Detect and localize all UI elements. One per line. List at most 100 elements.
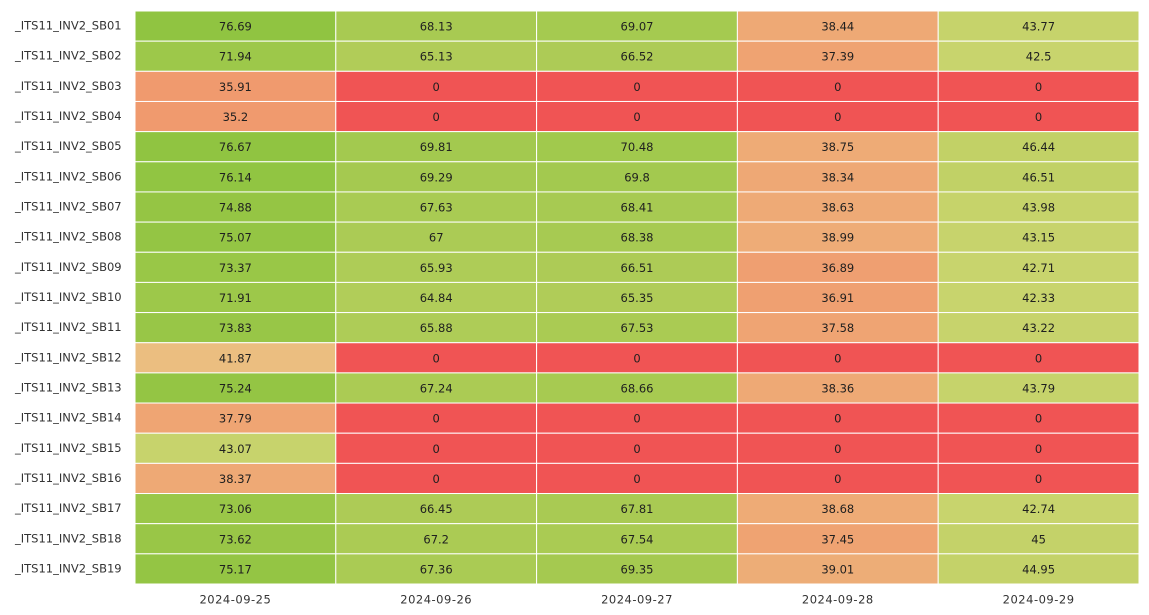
heatmap-cell[interactable] [335, 432, 538, 464]
heatmap-cell[interactable] [736, 100, 939, 133]
heatmap-cell[interactable] [335, 462, 538, 495]
heatmap-cell[interactable] [134, 221, 337, 253]
heatmap-cell[interactable] [134, 281, 337, 314]
heatmap-cell-label: 38.99 [821, 231, 854, 245]
heatmap-cell[interactable] [536, 432, 738, 464]
heatmap-cell-label: 75.24 [219, 381, 252, 395]
heatmap-cell[interactable] [937, 553, 1140, 585]
heatmap-cell[interactable] [536, 131, 738, 163]
heatmap-cell[interactable] [134, 372, 337, 404]
heatmap-cell[interactable] [335, 131, 538, 163]
heatmap-cell-label: 67.63 [420, 201, 453, 215]
x-tick-label-2024-09-27: 2024-09-27 [601, 593, 673, 607]
heatmap-cell[interactable] [736, 70, 939, 102]
heatmap-cell[interactable] [937, 402, 1140, 434]
heatmap-cell[interactable] [536, 523, 738, 555]
heatmap-cell[interactable] [736, 221, 939, 253]
heatmap-cell[interactable] [335, 553, 538, 585]
heatmap-cell[interactable] [536, 40, 738, 72]
heatmap-cell[interactable] [335, 221, 538, 253]
heatmap-cell[interactable] [536, 10, 738, 42]
heatmap-cell[interactable] [736, 553, 939, 585]
heatmap-cell[interactable] [335, 161, 538, 193]
heatmap-cell[interactable] [335, 70, 538, 102]
heatmap-cell[interactable] [937, 372, 1140, 404]
heatmap-cell[interactable] [134, 462, 337, 495]
heatmap-cell[interactable] [536, 462, 738, 495]
heatmap-cell-label: 43.15 [1022, 231, 1055, 245]
row-label-its11-inv2-sb03: _ITS11_INV2_SB03 [14, 79, 122, 93]
heatmap-cell[interactable] [937, 493, 1140, 525]
heatmap-cell[interactable] [134, 312, 337, 344]
heatmap-cell[interactable] [736, 402, 939, 434]
heatmap-cell[interactable] [134, 40, 337, 72]
heatmap-cell[interactable] [736, 493, 939, 525]
heatmap-cell-label: 69.07 [621, 20, 654, 34]
heatmap-cell-label: 0 [633, 351, 640, 365]
heatmap-cell[interactable] [937, 432, 1140, 464]
heatmap-cell[interactable] [335, 251, 538, 283]
heatmap-cell[interactable] [937, 523, 1140, 555]
heatmap-cell-label: 0 [633, 442, 640, 456]
heatmap-cell[interactable] [134, 493, 337, 525]
heatmap-cell[interactable] [335, 493, 538, 525]
heatmap-cell[interactable] [937, 131, 1140, 163]
heatmap-cell[interactable] [536, 493, 738, 525]
heatmap-cell[interactable] [937, 100, 1140, 133]
heatmap-cell[interactable] [736, 462, 939, 495]
heatmap-cell-label: 76.67 [219, 140, 252, 154]
heatmap-cell[interactable] [937, 221, 1140, 253]
heatmap-cell[interactable] [335, 402, 538, 434]
heatmap-cell[interactable] [536, 312, 738, 344]
heatmap-cell-label: 73.37 [219, 261, 252, 275]
heatmap-cell[interactable] [335, 10, 538, 42]
heatmap-cell[interactable] [536, 553, 738, 585]
heatmap-cell-label: 0 [834, 442, 841, 456]
heatmap-cell-label: 0 [433, 412, 440, 426]
heatmap-cell-label: 0 [1035, 472, 1042, 486]
heatmap-cell[interactable] [536, 100, 738, 133]
heatmap-cell-label: 67.36 [420, 562, 453, 576]
heatmap-cell[interactable] [536, 402, 738, 434]
row-label-its11-inv2-sb14: _ITS11_INV2_SB14 [14, 411, 122, 425]
heatmap-cell[interactable] [134, 191, 337, 223]
heatmap-cell[interactable] [134, 553, 337, 585]
heatmap-cell[interactable] [134, 402, 337, 434]
heatmap-cell-label: 38.44 [821, 20, 854, 34]
heatmap-cell-label: 38.36 [821, 381, 854, 395]
heatmap-cell-label: 66.51 [621, 261, 654, 275]
heatmap-cell[interactable] [937, 40, 1140, 72]
heatmap-cell[interactable] [536, 251, 738, 283]
heatmap-cell[interactable] [937, 281, 1140, 314]
heatmap-cell[interactable] [335, 523, 538, 555]
heatmap-cell-label: 66.52 [621, 50, 654, 64]
heatmap-cell[interactable] [134, 100, 337, 133]
heatmap-cell[interactable] [335, 281, 538, 314]
heatmap-cell[interactable] [134, 10, 337, 42]
heatmap-cell[interactable] [736, 281, 939, 314]
heatmap-cell-label: 43.77 [1022, 20, 1055, 34]
heatmap-cell[interactable] [134, 342, 337, 374]
heatmap-cell[interactable] [937, 251, 1140, 283]
heatmap-cell[interactable] [736, 342, 939, 374]
heatmap-cell-label: 0 [633, 110, 640, 124]
heatmap-cell[interactable] [736, 312, 939, 344]
heatmap-cell[interactable] [134, 131, 337, 163]
heatmap-cell[interactable] [335, 100, 538, 133]
heatmap-cell[interactable] [736, 432, 939, 464]
heatmap-cell-label: 43.98 [1022, 201, 1055, 215]
heatmap-cell[interactable] [536, 281, 738, 314]
heatmap-cell[interactable] [937, 462, 1140, 495]
heatmap-cell-label: 0 [1035, 351, 1042, 365]
row-label-its11-inv2-sb02: _ITS11_INV2_SB02 [14, 49, 122, 63]
heatmap-cell[interactable] [937, 312, 1140, 344]
heatmap-cell[interactable] [937, 161, 1140, 193]
heatmap-cell[interactable] [736, 161, 939, 193]
row-label-its11-inv2-sb19: _ITS11_INV2_SB19 [14, 561, 122, 575]
row-label-its11-inv2-sb11: _ITS11_INV2_SB11 [14, 320, 122, 334]
heatmap-cell[interactable] [736, 523, 939, 555]
heatmap-cell-label: 0 [433, 472, 440, 486]
heatmap-cell[interactable] [536, 161, 738, 193]
heatmap-cell[interactable] [736, 372, 939, 404]
